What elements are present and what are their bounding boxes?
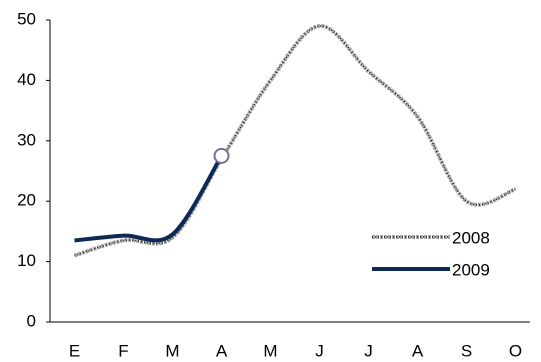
series-line — [73, 24, 517, 258]
x-tick-label: S — [461, 341, 472, 360]
x-tick-label: M — [263, 341, 277, 360]
y-tick-label: 40 — [17, 70, 36, 89]
y-tick-label: 50 — [17, 9, 36, 28]
line-overlay — [74, 25, 516, 257]
x-tick-label: J — [315, 341, 324, 360]
x-tick-label: M — [165, 341, 179, 360]
y-tick-label: 20 — [17, 191, 36, 210]
x-tick-label: E — [69, 341, 80, 360]
point-marker — [213, 147, 230, 164]
x-tick-label: A — [412, 341, 424, 360]
x-tick-label: F — [118, 341, 128, 360]
x-tick-label: J — [364, 341, 373, 360]
x-tick-label: O — [509, 341, 522, 360]
legend-label: 2008 — [452, 228, 490, 247]
y-tick-label: 0 — [27, 311, 36, 330]
legend-label: 2009 — [452, 260, 490, 279]
series-line — [74, 154, 224, 243]
y-tick-label: 10 — [17, 251, 36, 270]
x-tick-label: A — [216, 341, 228, 360]
y-tick-label: 30 — [17, 130, 36, 149]
